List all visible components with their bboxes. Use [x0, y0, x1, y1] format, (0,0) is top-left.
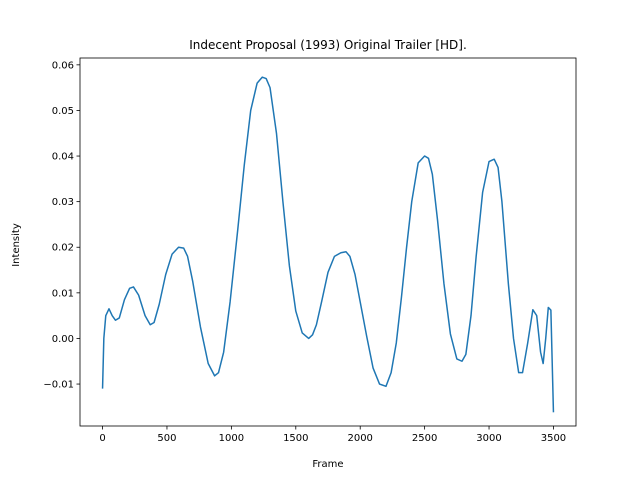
x-axis-label: Frame: [312, 459, 343, 470]
chart-title: Indecent Proposal (1993) Original Traile…: [189, 38, 467, 52]
x-tick-label: 1500: [283, 433, 308, 444]
x-tick-label: 1000: [219, 433, 244, 444]
y-tick-label: 0.02: [52, 243, 74, 254]
y-tick-label: 0.05: [52, 106, 74, 117]
y-tick-label: 0.04: [52, 152, 74, 163]
plot-area: 0 500 1000 1500 2000 2500 3000 3500 −0.01 0.00 0.0…: [43, 57, 577, 444]
x-tick-label: 2000: [347, 433, 372, 444]
y-tick-label: 0.01: [52, 288, 74, 299]
x-tick-label: 3000: [476, 433, 501, 444]
y-axis-label: Intensity: [11, 223, 22, 267]
series-line-0: [101, 76, 555, 413]
x-tick-label: 2500: [412, 433, 437, 444]
y-tick-label: −0.01: [43, 380, 74, 391]
x-tick-label: 500: [157, 433, 176, 444]
y-tick-label: 0.00: [52, 334, 74, 345]
x-tick-label: 3500: [541, 433, 566, 444]
x-tick-label: 0: [99, 433, 105, 444]
y-tick-label: 0.06: [52, 60, 74, 71]
axes-frame: [79, 57, 577, 427]
y-tick-label: 0.03: [52, 197, 74, 208]
